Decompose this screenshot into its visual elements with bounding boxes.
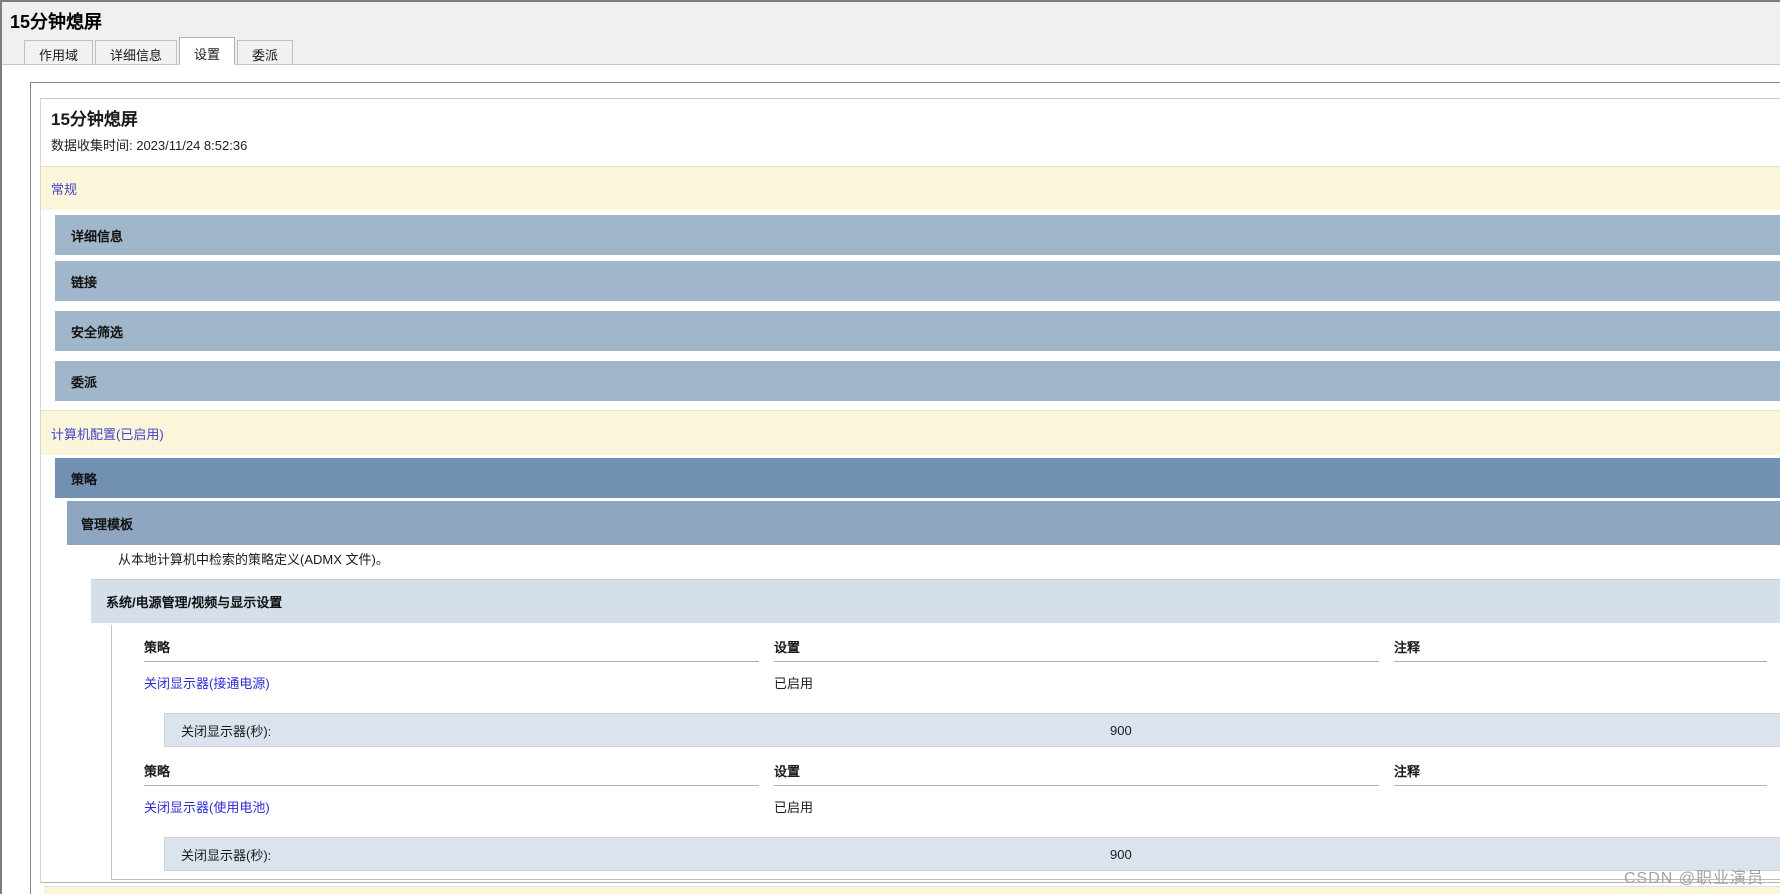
policy-table-ac: 策略 设置 注释 关闭显示器(接通电源) 已启用 xyxy=(144,637,1780,692)
value-display-off-seconds: 900 xyxy=(1110,846,1132,862)
tab-scope[interactable]: 作用域 xyxy=(24,40,94,64)
section-general-security-filtering[interactable]: 安全筛选 xyxy=(55,311,1780,351)
tab-details[interactable]: 详细信息 xyxy=(95,40,178,64)
policy-setting-state: 已启用 xyxy=(774,676,814,691)
value-display-off-seconds: 900 xyxy=(1110,722,1132,738)
policy-table-header: 策略 设置 注释 xyxy=(144,637,1780,662)
section-power-display-category[interactable]: 系统/电源管理/视频与显示设置 xyxy=(91,579,1780,623)
policy-value-row-battery: 关闭显示器(秒): 900 xyxy=(164,837,1780,871)
watermark: CSDN @职业演员 xyxy=(1623,870,1764,887)
window-header: 15分钟熄屏 作用域 详细信息 设置 委派 xyxy=(2,2,1780,65)
section-policies-label: 策略 xyxy=(71,471,98,487)
policy-table-header: 策略 设置 注释 xyxy=(144,761,1780,786)
value-label-display-off-seconds: 关闭显示器(秒): xyxy=(181,723,272,739)
table-row: 关闭显示器(接通电源) 已启用 xyxy=(144,673,1780,692)
column-header-comment: 注释 xyxy=(1394,637,1767,662)
section-general[interactable]: 常规 xyxy=(41,166,1780,210)
report-title: 15分钟熄屏 xyxy=(51,110,138,129)
tab-strip: 作用域 详细信息 设置 委派 xyxy=(24,37,295,65)
settings-report: 15分钟熄屏 数据收集时间: 2023/11/24 8:52:36 常规 详细信… xyxy=(40,98,1780,883)
section-general-delegation-label: 委派 xyxy=(71,374,98,390)
section-computer-configuration-link[interactable]: 计算机配置(已启用) xyxy=(51,426,164,442)
section-general-links-label: 链接 xyxy=(71,274,98,290)
section-general-security-filtering-label: 安全筛选 xyxy=(71,324,124,340)
section-power-display-category-label: 系统/电源管理/视频与显示设置 xyxy=(106,595,283,610)
admx-source-note: 从本地计算机中检索的策略定义(ADMX 文件)。 xyxy=(118,552,389,567)
section-policies[interactable]: 策略 xyxy=(55,458,1780,498)
section-general-details[interactable]: 详细信息 xyxy=(55,215,1780,255)
policy-comment xyxy=(1394,673,1780,692)
value-label-display-off-seconds: 关闭显示器(秒): xyxy=(181,847,272,863)
tab-delegation[interactable]: 委派 xyxy=(237,40,294,64)
column-header-policy: 策略 xyxy=(144,761,759,786)
policy-setting-state: 已启用 xyxy=(774,800,814,815)
column-header-policy: 策略 xyxy=(144,637,759,662)
section-general-delegation[interactable]: 委派 xyxy=(55,361,1780,401)
policy-table-dc: 策略 设置 注释 关闭显示器(使用电池) 已启用 xyxy=(144,761,1780,816)
section-general-links[interactable]: 链接 xyxy=(55,261,1780,301)
policy-tables-container: 策略 设置 注释 关闭显示器(接通电源) 已启用 关闭显示器(秒): 900 策… xyxy=(111,625,1780,880)
data-collected-timestamp: 数据收集时间: 2023/11/24 8:52:36 xyxy=(51,138,248,153)
tab-settings[interactable]: 设置 xyxy=(179,37,236,65)
policy-link-display-off-ac[interactable]: 关闭显示器(接通电源) xyxy=(144,676,270,691)
policy-comment xyxy=(1394,797,1780,816)
section-general-link[interactable]: 常规 xyxy=(51,182,78,197)
policy-value-row-ac: 关闭显示器(秒): 900 xyxy=(164,713,1780,747)
section-administrative-templates[interactable]: 管理模板 xyxy=(67,501,1780,545)
section-administrative-templates-label: 管理模板 xyxy=(81,516,134,532)
section-computer-configuration[interactable]: 计算机配置(已启用) xyxy=(41,410,1780,455)
next-section-bar[interactable] xyxy=(44,886,1780,894)
table-row: 关闭显示器(使用电池) 已启用 xyxy=(144,797,1780,816)
column-header-setting: 设置 xyxy=(774,637,1379,662)
column-header-comment: 注释 xyxy=(1394,761,1767,786)
policy-link-display-off-battery[interactable]: 关闭显示器(使用电池) xyxy=(144,800,270,815)
gpo-title: 15分钟熄屏 xyxy=(10,12,103,32)
section-general-details-label: 详细信息 xyxy=(71,228,124,244)
column-header-setting: 设置 xyxy=(774,761,1379,786)
